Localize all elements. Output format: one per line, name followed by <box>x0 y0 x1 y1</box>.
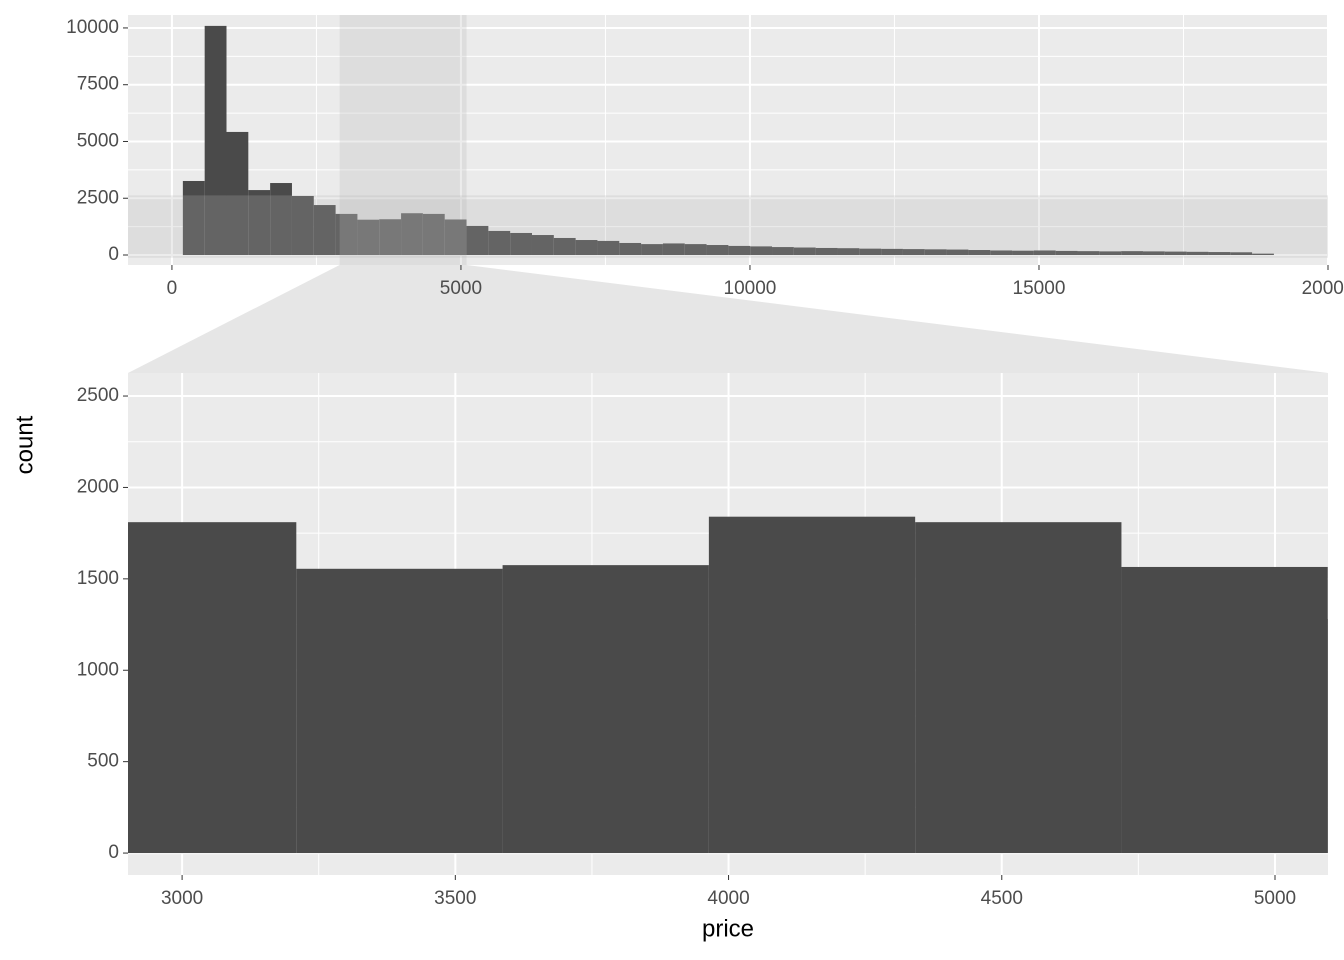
y-tick-label: 5000 <box>77 130 119 151</box>
y-tick-label: 2500 <box>77 385 119 406</box>
bar <box>772 247 794 256</box>
bar <box>296 568 503 854</box>
bar <box>531 235 554 256</box>
bar <box>881 248 903 256</box>
x-tick-label: 5000 <box>1254 888 1296 909</box>
bar <box>619 242 642 256</box>
bar <box>1186 251 1209 256</box>
bar <box>575 240 598 256</box>
bar <box>226 131 249 256</box>
bar <box>837 248 860 256</box>
y-tick-label: 2000 <box>77 476 119 497</box>
bar <box>915 522 1122 854</box>
bar <box>182 180 205 256</box>
bar <box>488 230 511 256</box>
bar <box>128 522 297 854</box>
bar <box>1252 253 1274 256</box>
plot-area <box>128 373 1328 875</box>
zoom-connector <box>128 265 1328 373</box>
x-tick-label: 3500 <box>434 888 476 909</box>
bar <box>1055 250 1078 256</box>
y-axis-title: count <box>11 415 38 474</box>
bar <box>357 219 380 256</box>
bar <box>990 250 1013 256</box>
bar <box>401 213 423 256</box>
bar <box>270 183 292 256</box>
x-tick-label: 3000 <box>161 888 203 909</box>
y-tick-label: 500 <box>87 751 119 772</box>
bar <box>1077 251 1100 256</box>
bar <box>1142 251 1165 256</box>
x-tick-label: 0 <box>167 278 178 299</box>
y-tick-label: 10000 <box>66 17 119 38</box>
bar <box>706 245 729 256</box>
bar <box>444 219 467 256</box>
zoom-region <box>128 195 1328 258</box>
bar <box>1230 252 1253 256</box>
bar <box>750 246 773 256</box>
bar <box>859 248 882 256</box>
bar <box>466 225 489 256</box>
x-tick-label: 10000 <box>724 278 777 299</box>
bar <box>728 245 751 256</box>
x-tick-label: 5000 <box>440 278 482 299</box>
x-tick-label: 15000 <box>1013 278 1066 299</box>
plot-area <box>128 15 1328 265</box>
y-tick-label: 7500 <box>77 74 119 95</box>
bar <box>291 195 314 256</box>
x-tick-label: 4000 <box>707 888 749 909</box>
bar <box>502 565 709 854</box>
bar <box>313 205 336 256</box>
bar <box>902 249 925 256</box>
bar <box>1208 252 1231 256</box>
bar <box>924 249 947 256</box>
bar <box>641 244 663 256</box>
bar <box>662 243 685 256</box>
x-axis-title: price <box>702 915 754 942</box>
bar <box>248 190 271 256</box>
bar <box>815 247 838 256</box>
y-tick-label: 0 <box>108 842 119 863</box>
y-tick-label: 1000 <box>77 659 119 680</box>
bar <box>1327 619 1328 854</box>
bar <box>1164 251 1187 256</box>
bar <box>1033 250 1056 256</box>
y-tick-label: 2500 <box>77 187 119 208</box>
bar <box>684 244 707 256</box>
bar <box>1121 566 1328 854</box>
y-tick-label: 0 <box>108 244 119 265</box>
bar <box>1121 251 1143 256</box>
bar <box>968 250 991 256</box>
zoom-region <box>339 15 467 265</box>
x-tick-label: 4500 <box>981 888 1023 909</box>
bar <box>793 247 816 256</box>
bar <box>708 516 916 854</box>
bar <box>946 249 969 256</box>
bar <box>422 213 445 256</box>
bar <box>1099 251 1122 256</box>
bar <box>1012 250 1034 256</box>
bar <box>553 237 576 256</box>
bar <box>335 213 358 256</box>
bar <box>379 219 402 256</box>
y-tick-label: 1500 <box>77 568 119 589</box>
bar <box>204 25 227 256</box>
bar <box>597 240 620 256</box>
bar <box>510 232 532 256</box>
